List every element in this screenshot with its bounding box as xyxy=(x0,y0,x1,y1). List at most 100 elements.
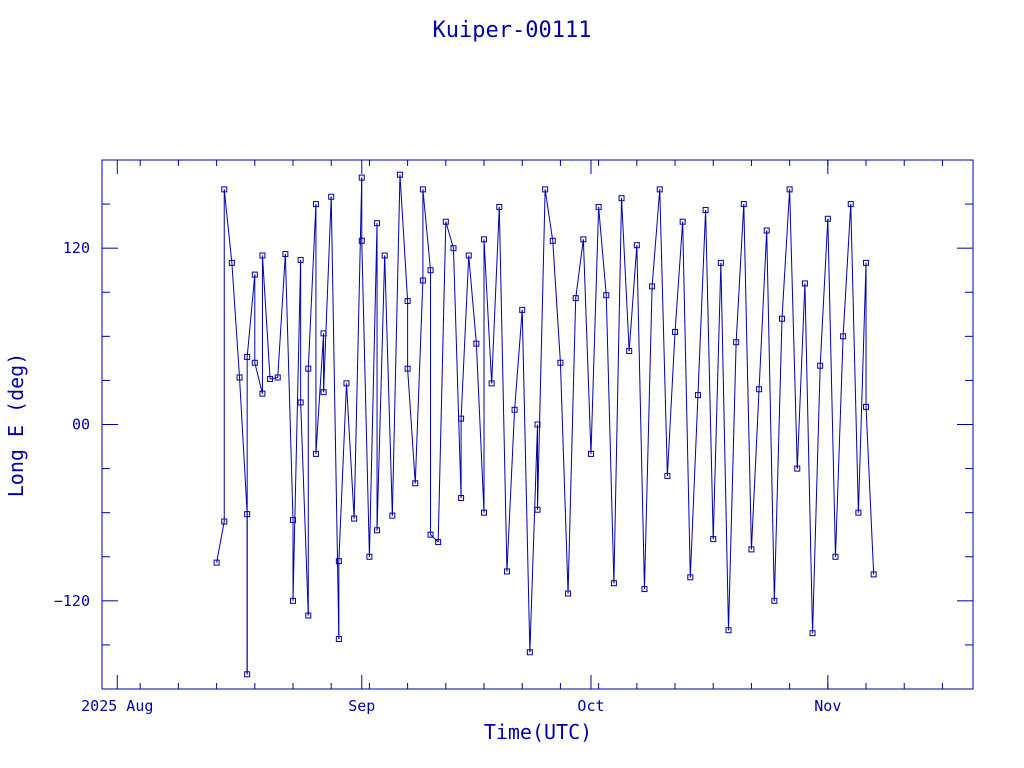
data-point xyxy=(725,627,732,634)
data-point xyxy=(572,295,579,302)
data-point xyxy=(274,374,281,381)
data-point xyxy=(863,259,870,266)
data-point xyxy=(519,306,526,313)
series-segment xyxy=(789,189,798,469)
data-point xyxy=(419,186,426,193)
series-segment xyxy=(361,240,370,557)
data-point xyxy=(794,465,801,472)
x-axis-label: Time(UTC) xyxy=(484,720,592,744)
data-point xyxy=(221,518,228,525)
series-segment xyxy=(827,218,836,557)
series-segment xyxy=(544,189,554,241)
series-segment xyxy=(766,230,775,601)
series-segment xyxy=(781,189,791,319)
series-segment xyxy=(613,198,623,584)
data-point xyxy=(465,252,472,259)
series-segment xyxy=(758,230,768,390)
series-segment xyxy=(239,377,248,515)
data-point xyxy=(374,220,381,227)
series-segment xyxy=(223,189,233,263)
series-segment xyxy=(697,209,707,396)
data-point xyxy=(404,365,411,372)
data-point xyxy=(863,403,870,410)
data-point xyxy=(580,236,587,243)
series-segment xyxy=(674,221,684,332)
data-point xyxy=(763,227,770,234)
series-segment xyxy=(552,240,561,363)
data-point xyxy=(587,450,594,457)
series-segment xyxy=(773,318,783,601)
series-segment xyxy=(498,207,508,572)
data-point xyxy=(213,559,220,566)
series-segment xyxy=(452,248,462,498)
data-point xyxy=(419,277,426,284)
y-axis-label: Long E (deg) xyxy=(4,353,28,498)
data-point xyxy=(641,586,648,593)
series-segment xyxy=(590,207,600,454)
series-segment xyxy=(857,262,867,513)
chart-title: Kuiper-00111 xyxy=(433,18,592,43)
series-segment xyxy=(575,239,584,299)
data-point xyxy=(290,517,297,524)
series-segment xyxy=(277,254,286,378)
data-point xyxy=(626,348,633,355)
data-point xyxy=(526,649,533,656)
data-point xyxy=(458,415,465,422)
data-point xyxy=(251,271,258,278)
data-point xyxy=(427,267,434,274)
data-point xyxy=(679,218,686,225)
data-point xyxy=(381,252,388,259)
series-segment xyxy=(376,255,386,531)
series-segment xyxy=(514,309,523,410)
series-segment xyxy=(261,255,271,379)
series-segment xyxy=(521,309,531,653)
data-point xyxy=(435,539,442,546)
data-point xyxy=(450,245,457,252)
data-point xyxy=(389,512,396,519)
data-point xyxy=(618,195,625,202)
data-point xyxy=(297,399,304,406)
data-point xyxy=(748,546,755,553)
series-segment xyxy=(345,383,355,519)
data-point xyxy=(557,359,564,366)
series-segment xyxy=(850,204,859,513)
data-point xyxy=(649,283,656,290)
series-segment xyxy=(368,223,378,557)
data-point xyxy=(503,568,510,575)
data-point xyxy=(290,597,297,604)
series-segment xyxy=(865,406,875,575)
series-segment xyxy=(269,376,278,380)
series-segment xyxy=(491,207,500,384)
series-segment xyxy=(414,280,424,484)
series-segment xyxy=(796,283,806,469)
data-point xyxy=(717,259,724,266)
series-segment xyxy=(712,262,722,540)
series-segment xyxy=(338,383,347,562)
data-point xyxy=(244,353,251,360)
data-point xyxy=(740,201,747,208)
series-segment xyxy=(231,262,241,378)
data-point xyxy=(282,251,289,258)
series-segment xyxy=(682,221,691,578)
data-point xyxy=(374,527,381,534)
data-point xyxy=(343,380,350,387)
data-point xyxy=(481,236,488,243)
data-point xyxy=(305,365,312,372)
series-segment xyxy=(391,174,401,516)
data-point xyxy=(481,509,488,516)
series-segment xyxy=(323,196,332,393)
data-point xyxy=(259,390,266,397)
y-tick-label: 120 xyxy=(63,239,90,257)
data-point xyxy=(251,359,258,366)
data-point xyxy=(267,375,274,382)
data-point xyxy=(565,590,572,597)
data-point xyxy=(801,280,808,287)
data-point xyxy=(542,186,549,193)
tick-labels: −120 00 120 2025 Aug Sep Oct Nov xyxy=(54,239,842,715)
data-point xyxy=(366,553,373,560)
data-point xyxy=(228,259,235,266)
data-point xyxy=(427,531,434,538)
axis-ticks xyxy=(101,159,973,690)
series-segment xyxy=(720,262,730,631)
